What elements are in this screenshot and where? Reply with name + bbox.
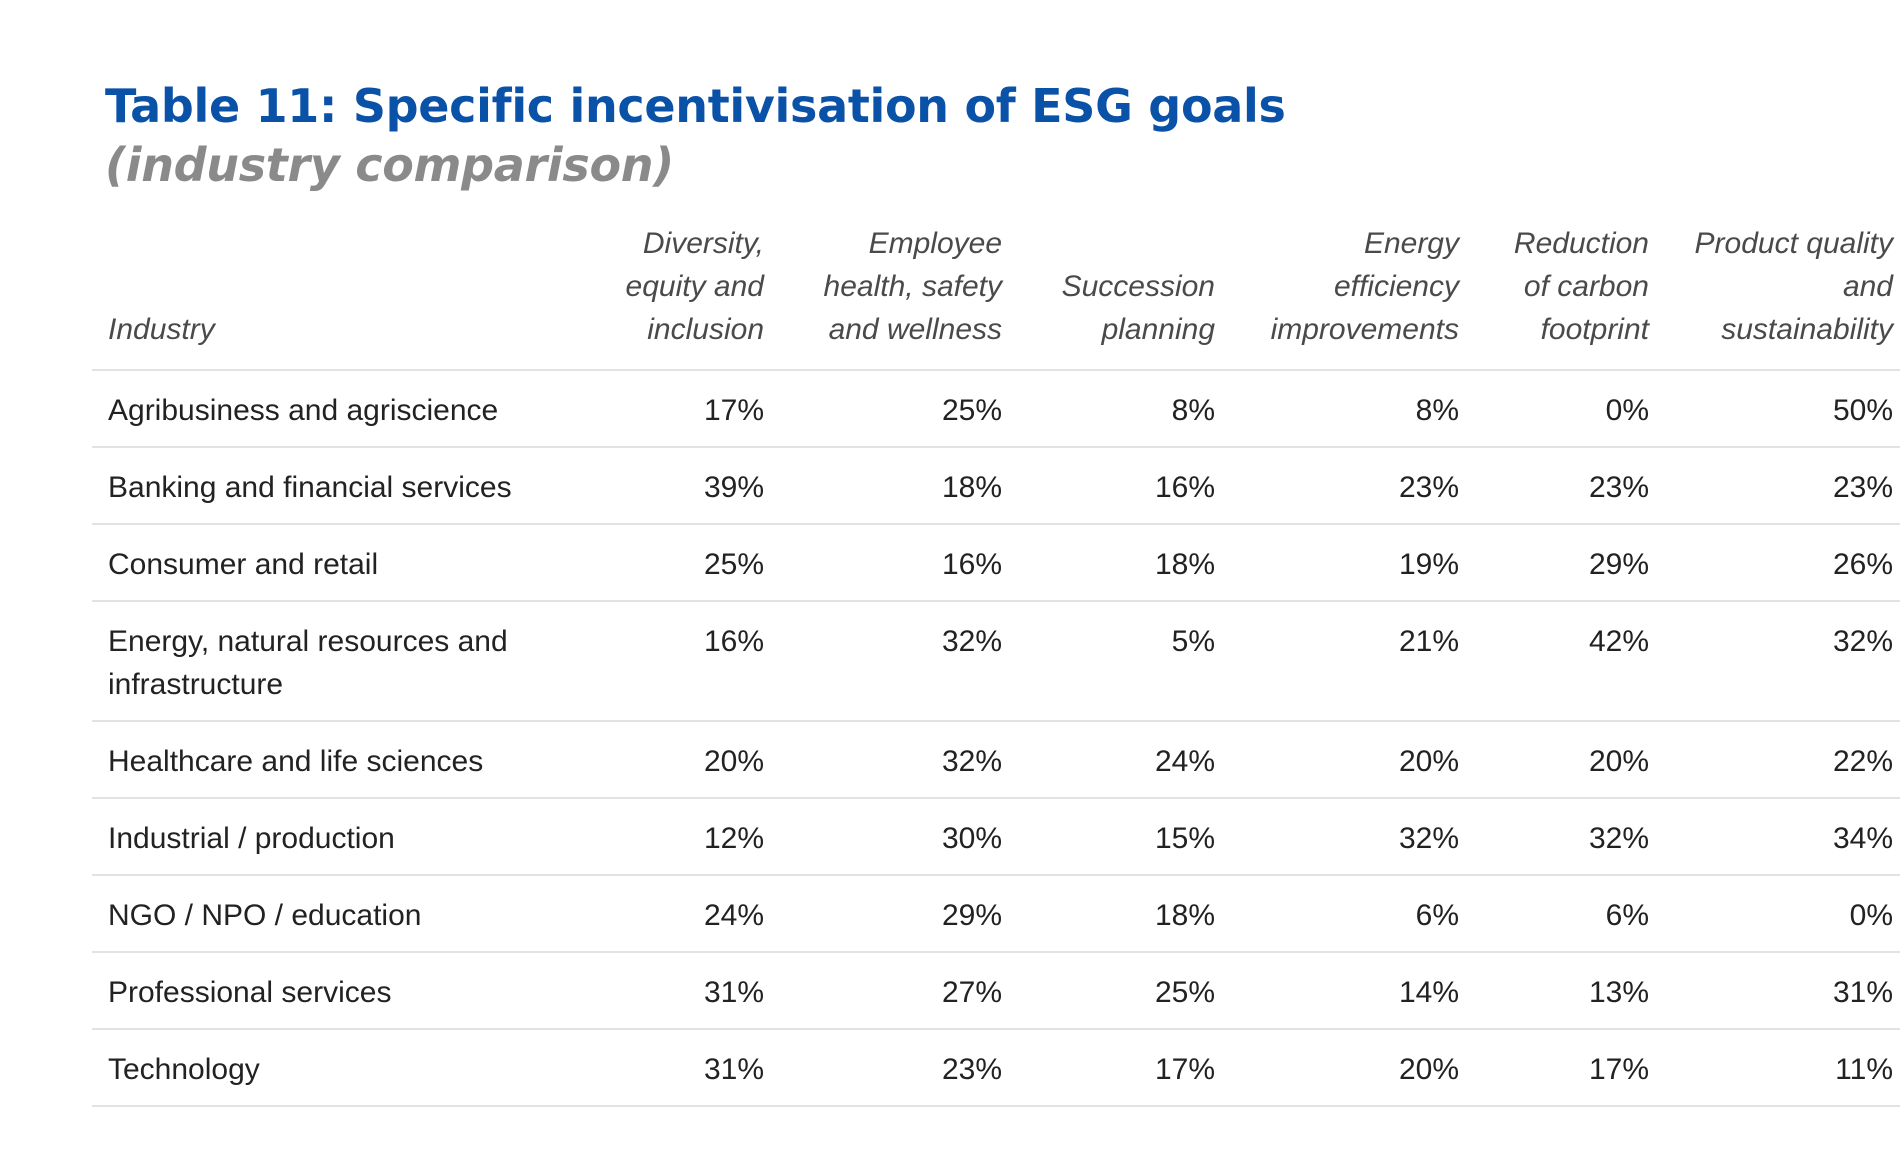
cell-value: 0% (1669, 875, 1900, 953)
header-employee-health: Employee health, safety and wellness (784, 222, 1022, 371)
cell-value: 25% (784, 370, 1022, 448)
header-product-quality: Product quality and sustainability (1669, 222, 1900, 371)
cell-value: 20% (1235, 1029, 1479, 1107)
header-energy-efficiency: Energy efficiency improvements (1235, 222, 1479, 371)
cell-industry: Technology (92, 1029, 544, 1107)
cell-value: 23% (1669, 447, 1900, 525)
table-row: NGO / NPO / education 24% 29% 18% 6% 6% … (92, 875, 1900, 953)
cell-industry: Healthcare and life sciences (92, 721, 544, 799)
table-row: Agribusiness and agriscience 17% 25% 8% … (92, 370, 1900, 448)
cell-value: 0% (1479, 370, 1669, 448)
cell-value: 32% (1235, 798, 1479, 876)
cell-value: 16% (784, 524, 1022, 602)
cell-industry: Energy, natural resources and infrastruc… (92, 601, 544, 722)
table-subtitle: (industry comparison) (105, 138, 674, 192)
cell-value: 8% (1022, 370, 1235, 448)
cell-value: 20% (544, 721, 784, 799)
cell-value: 24% (544, 875, 784, 953)
cell-value: 32% (784, 601, 1022, 722)
cell-industry: Professional services (92, 952, 544, 1030)
industry-comparison-table: Industry Diversity, equity and inclusion… (92, 222, 1900, 1107)
cell-value: 18% (1022, 875, 1235, 953)
cell-value: 23% (784, 1029, 1022, 1107)
table-body: Agribusiness and agriscience 17% 25% 8% … (92, 370, 1900, 1107)
cell-value: 25% (1022, 952, 1235, 1030)
table-header: Industry Diversity, equity and inclusion… (92, 222, 1900, 371)
cell-value: 20% (1479, 721, 1669, 799)
cell-value: 23% (1479, 447, 1669, 525)
cell-value: 6% (1235, 875, 1479, 953)
table-title: Table 11: Specific incentivisation of ES… (105, 79, 1286, 133)
cell-value: 13% (1479, 952, 1669, 1030)
cell-value: 42% (1479, 601, 1669, 722)
cell-industry: Agribusiness and agriscience (92, 370, 544, 448)
cell-value: 24% (1022, 721, 1235, 799)
cell-value: 32% (1669, 601, 1900, 722)
cell-value: 17% (544, 370, 784, 448)
cell-value: 34% (1669, 798, 1900, 876)
cell-value: 22% (1669, 721, 1900, 799)
cell-value: 26% (1669, 524, 1900, 602)
table-container: Industry Diversity, equity and inclusion… (92, 222, 1900, 1107)
cell-value: 17% (1479, 1029, 1669, 1107)
cell-industry: NGO / NPO / education (92, 875, 544, 953)
cell-value: 16% (1022, 447, 1235, 525)
table-row: Professional services 31% 27% 25% 14% 13… (92, 952, 1900, 1030)
table-row: Industrial / production 12% 30% 15% 32% … (92, 798, 1900, 876)
table-row: Technology 31% 23% 17% 20% 17% 11% (92, 1029, 1900, 1107)
cell-value: 32% (1479, 798, 1669, 876)
cell-industry: Banking and financial services (92, 447, 544, 525)
cell-value: 50% (1669, 370, 1900, 448)
cell-value: 12% (544, 798, 784, 876)
cell-value: 31% (544, 952, 784, 1030)
cell-value: 18% (784, 447, 1022, 525)
cell-value: 29% (784, 875, 1022, 953)
cell-value: 29% (1479, 524, 1669, 602)
cell-value: 5% (1022, 601, 1235, 722)
cell-value: 16% (544, 601, 784, 722)
cell-value: 39% (544, 447, 784, 525)
cell-value: 31% (544, 1029, 784, 1107)
header-row: Industry Diversity, equity and inclusion… (92, 222, 1900, 371)
cell-value: 30% (784, 798, 1022, 876)
cell-value: 31% (1669, 952, 1900, 1030)
table-row: Healthcare and life sciences 20% 32% 24%… (92, 721, 1900, 799)
header-carbon-reduction: Reduction of carbon footprint (1479, 222, 1669, 371)
table-row: Banking and financial services 39% 18% 1… (92, 447, 1900, 525)
cell-value: 18% (1022, 524, 1235, 602)
cell-value: 19% (1235, 524, 1479, 602)
cell-value: 21% (1235, 601, 1479, 722)
cell-value: 11% (1669, 1029, 1900, 1107)
table-row: Energy, natural resources and infrastruc… (92, 601, 1900, 722)
title-block: Table 11: Specific incentivisation of ES… (105, 76, 1286, 194)
cell-value: 25% (544, 524, 784, 602)
cell-industry: Consumer and retail (92, 524, 544, 602)
header-industry: Industry (92, 222, 544, 371)
header-succession: Succession planning (1022, 222, 1235, 371)
cell-value: 32% (784, 721, 1022, 799)
header-diversity: Diversity, equity and inclusion (544, 222, 784, 371)
cell-value: 27% (784, 952, 1022, 1030)
cell-value: 8% (1235, 370, 1479, 448)
cell-value: 15% (1022, 798, 1235, 876)
cell-value: 17% (1022, 1029, 1235, 1107)
cell-value: 6% (1479, 875, 1669, 953)
cell-industry: Industrial / production (92, 798, 544, 876)
table-row: Consumer and retail 25% 16% 18% 19% 29% … (92, 524, 1900, 602)
cell-value: 20% (1235, 721, 1479, 799)
cell-value: 23% (1235, 447, 1479, 525)
cell-value: 14% (1235, 952, 1479, 1030)
